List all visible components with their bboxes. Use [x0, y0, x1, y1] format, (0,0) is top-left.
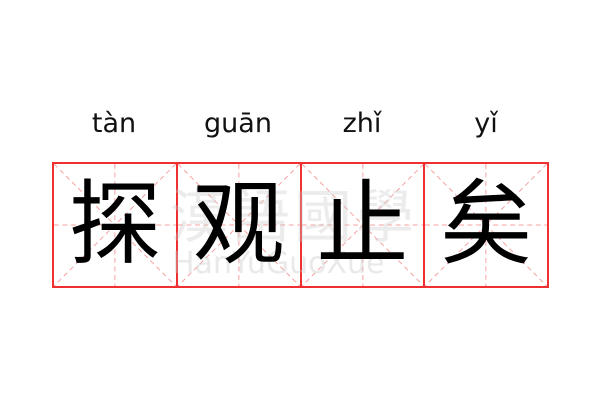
character: 止 [316, 171, 409, 278]
character: 观 [192, 171, 285, 278]
guide-lines [54, 164, 176, 286]
pinyin-0: tàn [91, 108, 137, 139]
watermark-logo-text: HanYuGuoXue [172, 246, 385, 281]
character-cell: 探 [54, 164, 178, 286]
pinyin-2: zhǐ [342, 108, 382, 139]
character-cell: 观 [177, 164, 302, 286]
pinyin-3: yǐ [474, 108, 498, 139]
character-cell: 止 [301, 164, 426, 286]
character-grid: 探 观 止 矣 [52, 162, 549, 288]
character-cell: 矣 [425, 164, 547, 286]
guide-lines [425, 164, 547, 286]
pinyin-1: guān [204, 108, 272, 139]
character: 矣 [440, 171, 533, 278]
character: 探 [68, 171, 161, 278]
guide-lines [301, 164, 424, 286]
watermark-logo: 漢語國學 [170, 183, 419, 251]
guide-lines [177, 164, 300, 286]
